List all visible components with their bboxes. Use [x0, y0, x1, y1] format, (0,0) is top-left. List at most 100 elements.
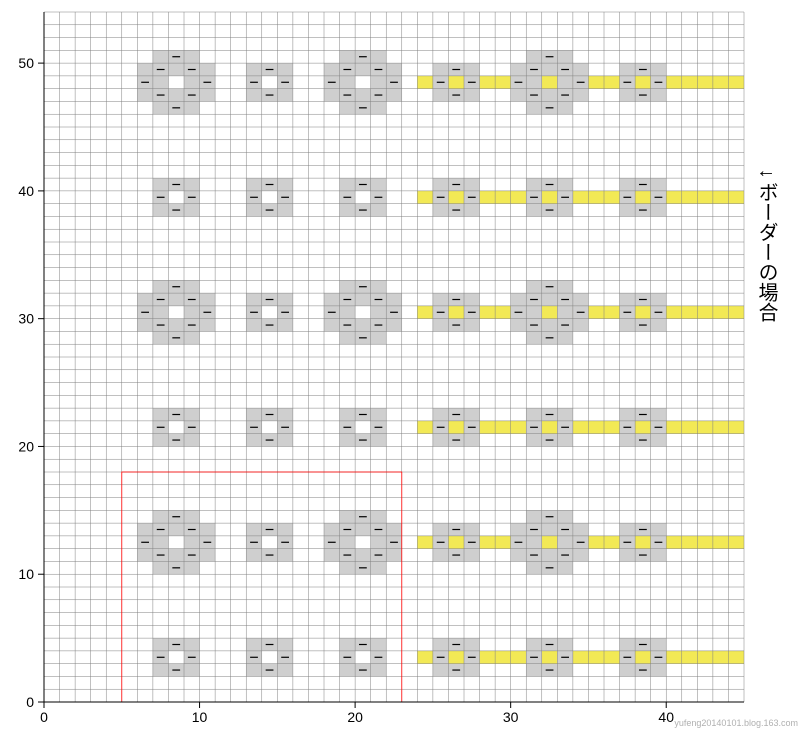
motif-cell [433, 204, 449, 217]
motif-cell [464, 319, 480, 332]
motif-cell [277, 178, 293, 191]
motif-cell [620, 523, 636, 536]
motif-cell [340, 280, 356, 293]
motif-cell [620, 549, 636, 562]
motif-cell [542, 63, 558, 76]
motif-cell [184, 76, 200, 89]
motif-cell [184, 50, 200, 63]
motif-cell [371, 204, 387, 217]
motif-cell [324, 89, 340, 102]
motif-cell [526, 510, 542, 523]
motif-cell [464, 549, 480, 562]
motif-cell [184, 510, 200, 523]
y-tick-label: 40 [18, 183, 34, 199]
motif-cell [153, 664, 169, 677]
x-tick-label: 30 [503, 709, 519, 725]
motif-cell [246, 664, 262, 677]
motif-cell [651, 638, 667, 651]
motif-cell [557, 434, 573, 447]
motif-cell [153, 306, 169, 319]
motif-cell [557, 178, 573, 191]
motif-cell [557, 76, 573, 89]
motif-cell [200, 549, 216, 562]
motif-cell [433, 664, 449, 677]
motif-cell [651, 319, 667, 332]
motif-cell [340, 638, 356, 651]
motif-cell [433, 178, 449, 191]
motif-cell [620, 178, 636, 191]
motif-cell [464, 63, 480, 76]
motif-cell [651, 63, 667, 76]
motif-cell [371, 510, 387, 523]
motif-cell [324, 523, 340, 536]
motif-cell [340, 178, 356, 191]
motif-cell [651, 89, 667, 102]
motif-cell [168, 63, 184, 76]
motif-cell [153, 204, 169, 217]
motif-cell [371, 331, 387, 344]
motif-cell [246, 638, 262, 651]
motif-cell [200, 523, 216, 536]
motif-cell [355, 549, 371, 562]
motif-cell [511, 319, 527, 332]
motif-cell [184, 280, 200, 293]
motif-cell [324, 319, 340, 332]
motif-cell [153, 638, 169, 651]
motif-cell [184, 561, 200, 574]
motif-cell [651, 523, 667, 536]
motif-cell [324, 63, 340, 76]
motif-cell [371, 408, 387, 421]
motif-cell [277, 89, 293, 102]
motif-cell [542, 89, 558, 102]
motif-cell [511, 89, 527, 102]
motif-cell [340, 204, 356, 217]
motif-cell [153, 510, 169, 523]
motif-cell [464, 523, 480, 536]
motif-cell [511, 523, 527, 536]
motif-cell [557, 280, 573, 293]
motif-cell [386, 549, 402, 562]
motif-cell [371, 434, 387, 447]
motif-cell [137, 63, 153, 76]
x-tick-label: 40 [658, 709, 674, 725]
motif-cell [464, 178, 480, 191]
motif-cell [355, 63, 371, 76]
motif-cell [651, 408, 667, 421]
motif-cell [277, 204, 293, 217]
motif-cell [620, 204, 636, 217]
motif-cell [168, 523, 184, 536]
motif-cell [526, 638, 542, 651]
motif-cell [277, 408, 293, 421]
motif-cell [573, 89, 589, 102]
motif-cell [324, 549, 340, 562]
motif-cell [168, 89, 184, 102]
y-tick-label: 0 [26, 694, 34, 710]
motif-cell [277, 549, 293, 562]
motif-cell [433, 293, 449, 306]
motif-cell [511, 63, 527, 76]
motif-cell [200, 319, 216, 332]
motif-cell [386, 89, 402, 102]
motif-cell [137, 523, 153, 536]
chart-container: 01020304001020304050←ボーダーの場合yufeng201401… [0, 0, 800, 730]
motif-cell [511, 293, 527, 306]
motif-cell [184, 664, 200, 677]
motif-cell [184, 434, 200, 447]
motif-cell [526, 178, 542, 191]
motif-cell [557, 101, 573, 114]
motif-cell [542, 319, 558, 332]
watermark: yufeng20140101.blog.163.com [674, 718, 798, 728]
motif-cell [200, 293, 216, 306]
motif-cell [386, 523, 402, 536]
motif-cell [246, 434, 262, 447]
motif-cell [542, 523, 558, 536]
motif-cell [184, 178, 200, 191]
motif-cell [168, 549, 184, 562]
motif-cell [340, 331, 356, 344]
motif-cell [651, 434, 667, 447]
motif-cell [526, 561, 542, 574]
motif-cell [620, 319, 636, 332]
motif-cell [433, 408, 449, 421]
motif-cell [277, 63, 293, 76]
motif-cell [277, 638, 293, 651]
